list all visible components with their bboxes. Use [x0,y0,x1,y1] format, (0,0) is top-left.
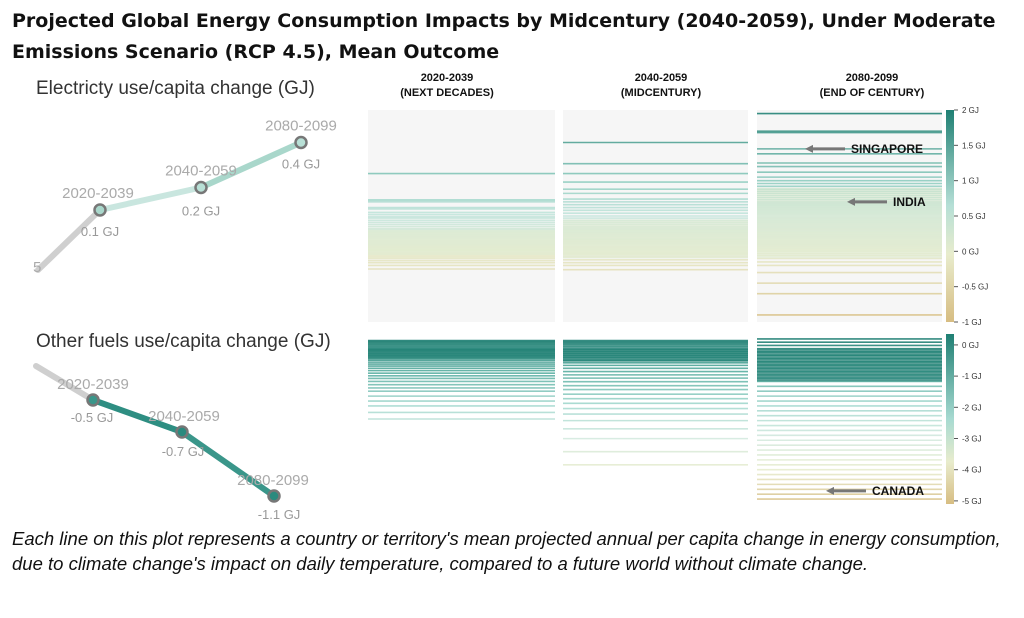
col-header-1-sub: (NEXT DECADES) [400,87,494,99]
electricity-strip-plot [368,110,942,322]
trend-point [294,135,308,150]
col-header-3-sub: (END OF CENTURY) [820,87,925,99]
dense-band [563,219,748,259]
dense-band [757,348,942,382]
trend-point [267,489,281,503]
colorbar-tick-label: 1.5 GJ [962,141,986,150]
trend-point [194,180,208,195]
annotation-label: SINGAPORE [851,142,923,156]
trend-point [93,203,107,217]
dense-band [368,348,555,359]
colorbar-tick-label: -1 GJ [962,318,982,327]
annotation-arrowhead [826,486,834,495]
trend-point-year-label: 2020-2039 [62,185,134,202]
fuels-colorbar [946,334,954,504]
trend-segment [179,429,277,499]
trend-point-value-label: -0.5 GJ [71,410,114,425]
trend-point [175,425,189,439]
trend-point [86,393,100,407]
electricity-panel-title: Electricty use/capita change (GJ) [36,78,315,99]
trend-segment [90,397,185,435]
electricity-colorbar-ticks: 2 GJ 1.5 GJ 1 GJ 0.5 GJ 0 GJ -0.5 GJ -1 GJ [954,106,988,327]
colorbar-tick-label: -5 GJ [962,497,982,506]
colorbar-tick-label: 0.5 GJ [962,212,986,221]
colorbar-tick-label: 1 GJ [962,177,979,186]
figure-title: Projected Global Energy Consumption Impa… [12,10,996,63]
fuels-strip-plot [368,338,942,500]
col-header-1-year: 2020-2039 [421,72,474,84]
colorbar-tick-label: -3 GJ [962,434,982,443]
annotation-arrowhead [805,144,813,153]
trend-point-year-label: 2080-2099 [265,118,337,135]
electricity-trend-chart: 2020-2039 0.1 GJ 2040-2059 0.2 GJ 2080-2099 0… [33,118,337,277]
trend-point-year-label: 2020-2039 [57,376,129,393]
partial-left-label: 5 [33,259,41,276]
fuels-panel-title: Other fuels use/capita change (GJ) [36,331,331,352]
trend-point-value-label: 0.2 GJ [182,204,220,219]
annotation-label: CANADA [872,484,924,498]
trend-segment [97,184,204,213]
trend-point-value-label: -0.7 GJ [162,444,205,459]
electricity-colorbar [946,110,954,322]
colorbar-tick-label: -1 GJ [962,372,982,381]
colorbar-tick-label: 2 GJ [962,106,979,115]
trend-point-year-label: 2040-2059 [148,408,220,425]
colorbar-tick-label: -0.5 GJ [962,283,988,292]
colorbar-tick-label: -2 GJ [962,403,982,412]
fuels-colorbar-ticks: 0 GJ -1 GJ -2 GJ -3 GJ -4 GJ -5 GJ [954,341,982,506]
annotation-label: INDIA [893,195,926,209]
trend-tail [35,207,103,273]
colorbar-tick-label: -4 GJ [962,466,982,475]
annotation-arrowhead [847,197,855,206]
country-annotations: SINGAPORE INDIA CANADA [805,142,926,498]
trend-point-year-label: 2080-2099 [237,472,309,489]
dense-band [563,348,748,362]
col-header-3-year: 2080-2099 [846,72,899,84]
trend-point-year-label: 2040-2059 [165,163,237,180]
colorbar-tick-label: 0 GJ [962,341,979,350]
trend-point-value-label: 0.1 GJ [81,224,119,239]
trend-point-value-label: 0.4 GJ [282,157,320,172]
dense-band [368,230,555,255]
trend-point-value-label: -1.1 GJ [258,507,301,522]
trend-tail [33,363,96,403]
col-header-2-sub: (MIDCENTURY) [621,87,702,99]
column-headers: 2020-2039 (NEXT DECADES) 2040-2059 (MIDC… [400,72,924,99]
trend-segment [198,139,304,191]
dense-band [757,187,942,259]
colorbar-tick-label: 0 GJ [962,247,979,256]
figure-caption: Each line on this plot represents a coun… [12,528,1001,574]
fuels-trend-chart: 2020-2039 -0.5 GJ 2040-2059 -0.7 GJ 2080-209… [33,363,309,522]
col-header-2-year: 2040-2059 [635,72,688,84]
